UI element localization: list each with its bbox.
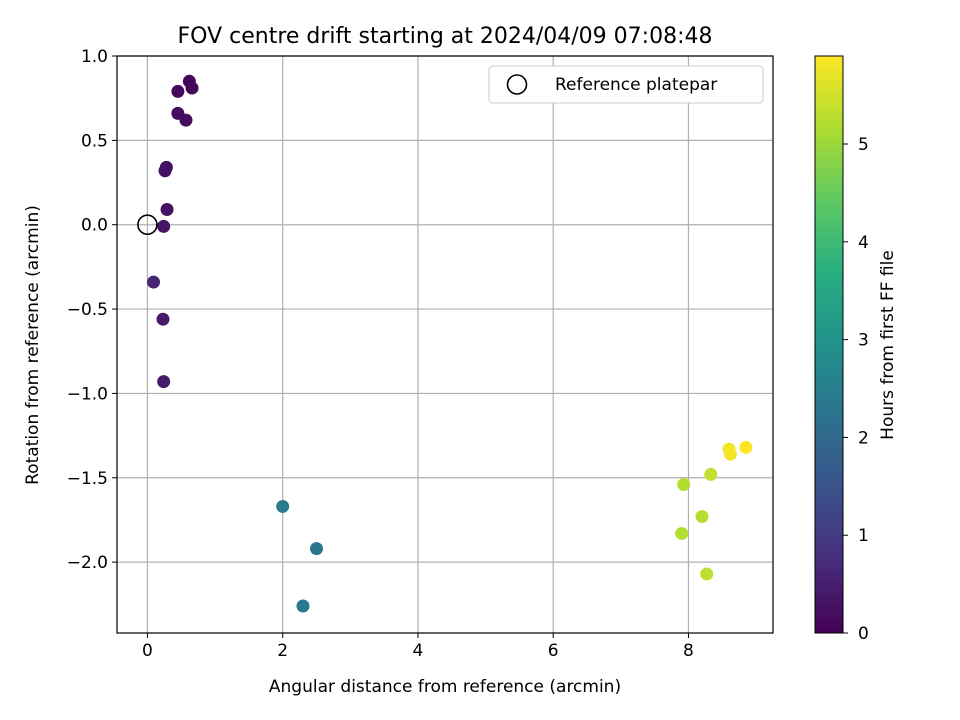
y-tick-label: −0.5 bbox=[67, 300, 108, 320]
colorbar-tick-label: 0 bbox=[858, 624, 869, 644]
data-point bbox=[310, 542, 324, 556]
data-point bbox=[704, 467, 718, 481]
data-point bbox=[171, 84, 185, 98]
x-tick-label: 8 bbox=[683, 641, 694, 661]
reference-platepar-marker bbox=[137, 214, 158, 236]
plot-frame bbox=[116, 55, 774, 634]
colorbar-label: Hours from first FF file bbox=[878, 250, 898, 440]
data-points bbox=[147, 74, 753, 613]
data-point bbox=[296, 599, 310, 613]
colorbar-ticks: 0 1 2 3 4 5 bbox=[843, 135, 869, 644]
colorbar-tick-label: 2 bbox=[858, 428, 869, 448]
colorbar-tick-label: 1 bbox=[858, 526, 869, 546]
x-tick-label: 0 bbox=[142, 641, 153, 661]
data-point bbox=[157, 375, 171, 389]
colorbar-tick-label: 5 bbox=[858, 135, 869, 155]
x-tick-label: 4 bbox=[413, 641, 424, 661]
data-point bbox=[700, 567, 714, 581]
colorbar-tick-label: 4 bbox=[858, 233, 869, 253]
colorbar-tick-label: 3 bbox=[858, 331, 869, 351]
legend: Reference platepar bbox=[488, 65, 764, 104]
data-point bbox=[695, 510, 709, 524]
data-point bbox=[675, 526, 689, 540]
y-tick-label: −1.5 bbox=[67, 469, 108, 489]
chart-title: FOV centre drift starting at 2024/04/09 … bbox=[178, 24, 713, 49]
legend-marker bbox=[506, 74, 528, 95]
data-point bbox=[160, 203, 174, 217]
y-tick-label: 1.0 bbox=[81, 47, 108, 67]
y-axis-label: Rotation from reference (arcmin) bbox=[23, 205, 43, 485]
y-tick-label: −1.0 bbox=[67, 384, 108, 404]
y-axis: 1.0 0.5 0.0 −0.5 −1.0 −1.5 −2.0 bbox=[67, 47, 117, 573]
data-point bbox=[185, 81, 199, 95]
legend-label: Reference platepar bbox=[555, 75, 717, 95]
x-axis-label: Angular distance from reference (arcmin) bbox=[269, 677, 621, 697]
data-point bbox=[158, 164, 172, 178]
y-tick-label: 0.0 bbox=[81, 216, 108, 236]
reference-marker bbox=[137, 214, 158, 236]
x-tick-label: 2 bbox=[277, 641, 288, 661]
y-tick-label: 0.5 bbox=[81, 131, 108, 151]
data-point bbox=[276, 499, 290, 513]
y-tick-label: −2.0 bbox=[67, 553, 108, 573]
data-point bbox=[147, 275, 161, 289]
grid-lines bbox=[117, 55, 773, 633]
data-point bbox=[723, 447, 737, 461]
data-point bbox=[157, 219, 171, 233]
legend-box bbox=[488, 65, 764, 104]
colorbar-gradient bbox=[814, 55, 844, 634]
x-axis: 0 2 4 6 8 bbox=[142, 633, 694, 661]
data-point bbox=[677, 478, 691, 492]
data-point bbox=[156, 312, 170, 326]
data-point bbox=[179, 113, 193, 127]
data-point bbox=[739, 440, 753, 454]
colorbar: 0 1 2 3 4 5 Hours from first FF file bbox=[814, 55, 898, 644]
x-tick-label: 6 bbox=[548, 641, 559, 661]
